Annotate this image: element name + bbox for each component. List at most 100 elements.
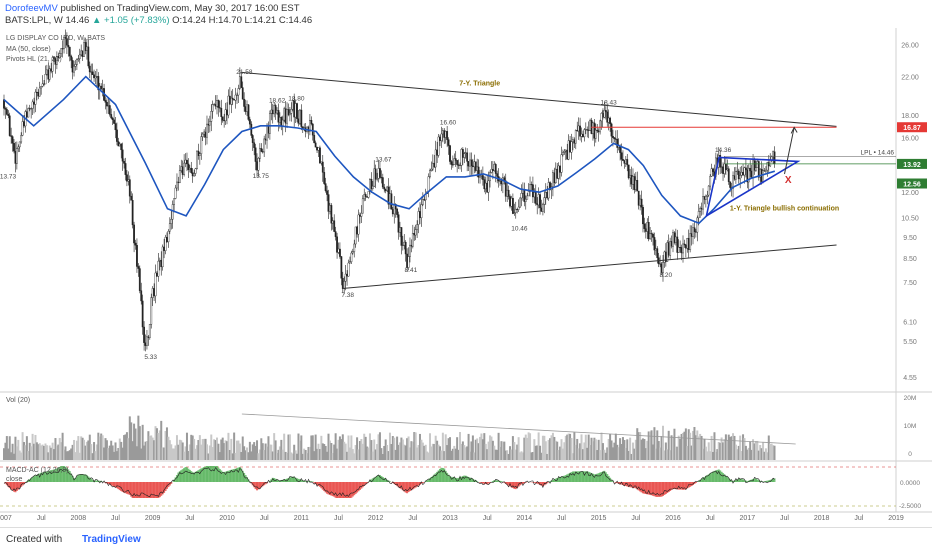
candle-body: [516, 209, 517, 210]
candle-body: [206, 124, 207, 137]
candle-body: [434, 163, 435, 167]
candle-body: [111, 114, 112, 118]
pivot-label: 21.58: [236, 69, 253, 76]
candle-body: [568, 141, 569, 160]
candle-body: [189, 168, 190, 170]
candle-body: [275, 105, 276, 113]
price-tick-label: 8.50: [903, 256, 917, 263]
tradingview-logo[interactable]: TradingView: [82, 528, 141, 551]
candle-body: [582, 134, 583, 137]
candle-body: [169, 224, 170, 231]
candle-body: [133, 225, 134, 243]
time-tick-label: 2018: [814, 515, 830, 522]
candle-body: [225, 110, 226, 121]
candle-body: [281, 117, 282, 125]
candle-body: [16, 149, 17, 164]
candle-body: [597, 130, 598, 131]
candle-body: [156, 273, 157, 276]
price-tick-label: 5.50: [903, 339, 917, 346]
candle-body: [509, 196, 510, 206]
pivot-label: 7.38: [341, 292, 354, 299]
author-link[interactable]: DorofeevMV: [5, 3, 58, 14]
candle-body: [444, 131, 445, 138]
pivot-label: 18.62: [269, 97, 286, 104]
candle-body: [652, 234, 653, 237]
indicator-legend: MA (50, close): [6, 46, 51, 53]
candle-body: [85, 42, 86, 50]
chart-header: DorofeevMV published on TradingView.com,…: [0, 0, 932, 28]
candle-body: [749, 168, 750, 171]
candle-body: [398, 215, 399, 233]
candle-body: [62, 48, 63, 49]
candle-body: [466, 153, 467, 162]
candle-body: [231, 98, 232, 104]
candle-body: [469, 160, 470, 166]
last-price: 14.46: [66, 15, 90, 26]
candle-body: [46, 70, 47, 74]
candle-body: [276, 110, 277, 113]
candle-body: [168, 231, 169, 242]
candle-body: [80, 51, 81, 55]
candle-body: [331, 205, 332, 223]
candle-body: [396, 209, 397, 215]
candle-body: [198, 151, 199, 156]
candle-body: [412, 233, 413, 246]
candle-body: [541, 208, 542, 211]
candle-body: [375, 169, 376, 179]
candle-body: [213, 104, 214, 105]
candle-body: [446, 131, 447, 139]
candle-body: [163, 247, 164, 251]
candle-body: [514, 213, 515, 214]
candle-body: [592, 123, 593, 134]
candle-body: [105, 100, 106, 102]
time-tick-label: Jul: [408, 515, 417, 522]
symbol-price-tag: LPL • 14.46: [861, 150, 895, 157]
macd-tick: 0.0000: [900, 480, 920, 487]
candle-body: [342, 278, 343, 288]
pivot-label: 5.33: [144, 354, 157, 361]
candle-body: [126, 175, 127, 182]
candle-body: [668, 242, 669, 255]
candle-body: [511, 198, 512, 206]
time-tick-label: Jul: [631, 515, 640, 522]
pivot-label: 13.67: [375, 156, 392, 163]
candle-body: [271, 110, 272, 113]
candle-body: [669, 241, 670, 255]
candle-body: [554, 173, 555, 183]
candle-body: [15, 151, 16, 163]
candle-body: [625, 159, 626, 163]
candle-body: [764, 171, 765, 172]
candle-body: [20, 135, 21, 142]
candle-body: [734, 176, 735, 180]
candle-body: [68, 45, 69, 47]
candle-body: [334, 221, 335, 232]
footer: Created with TradingView: [0, 527, 932, 551]
up-arrow-icon: ▲: [92, 15, 101, 26]
candle-body: [10, 136, 11, 137]
candle-body: [289, 113, 290, 115]
candle-body: [122, 150, 123, 161]
candle-body: [629, 175, 630, 178]
candle-body: [525, 199, 526, 201]
candle-body: [496, 174, 497, 177]
candle-body: [442, 131, 443, 134]
candle-body: [209, 121, 210, 125]
candle-body: [694, 228, 695, 232]
candle-body: [465, 153, 466, 154]
price-chart[interactable]: 26.0022.0018.0016.0014.0012.0010.509.508…: [0, 28, 932, 527]
candle-body: [256, 162, 257, 171]
candle-body: [757, 161, 758, 167]
candle-body: [585, 130, 586, 131]
candle-body: [687, 238, 688, 248]
candle-body: [401, 227, 402, 245]
candle-body: [358, 215, 359, 234]
candle-body: [735, 172, 736, 179]
candle-body: [491, 169, 492, 172]
candle-body: [296, 103, 297, 118]
candle-body: [272, 110, 273, 114]
candle-body: [655, 249, 656, 250]
candle-body: [641, 199, 642, 207]
candle-body: [564, 151, 565, 152]
candle-body: [131, 196, 132, 200]
candle-body: [411, 245, 412, 246]
